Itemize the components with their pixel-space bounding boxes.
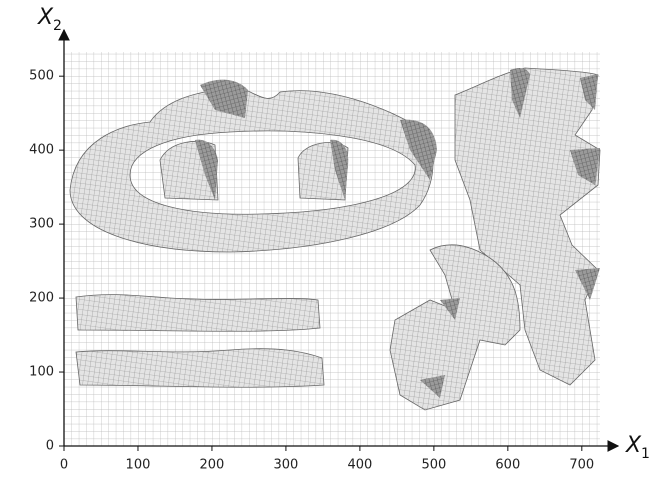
bar-shape <box>76 349 324 388</box>
figure: X 1 X 2 0 100 200 300 400 500 600 700 0 100 200 300… <box>0 0 657 487</box>
page: {"axes": { "x": {"label": "X", "subscrip… <box>0 0 657 487</box>
y-tick-label: 100 <box>29 365 54 380</box>
y-tick-label: 300 <box>29 217 54 232</box>
x-tick-label: 500 <box>421 458 446 473</box>
bar-shape <box>76 295 320 332</box>
x-tick-label: 200 <box>200 458 225 473</box>
y-tick-label: 500 <box>29 69 54 84</box>
y-tick-label: 200 <box>29 291 54 306</box>
x-tick-label: 0 <box>60 458 68 473</box>
x-tick-label: 100 <box>126 458 151 473</box>
y-tick-label: 0 <box>46 439 54 454</box>
x-tick-label: 700 <box>569 458 594 473</box>
x-axis-subscript: 1 <box>641 446 650 462</box>
x-tick-label: 300 <box>274 458 299 473</box>
y-tick-label: 400 <box>29 143 54 158</box>
y-axis-label: X <box>37 5 54 30</box>
x-tick-label: 600 <box>495 458 520 473</box>
y-axis-subscript: 2 <box>53 18 62 34</box>
x-axis-label: X <box>625 433 642 458</box>
x-tick-label: 400 <box>347 458 372 473</box>
